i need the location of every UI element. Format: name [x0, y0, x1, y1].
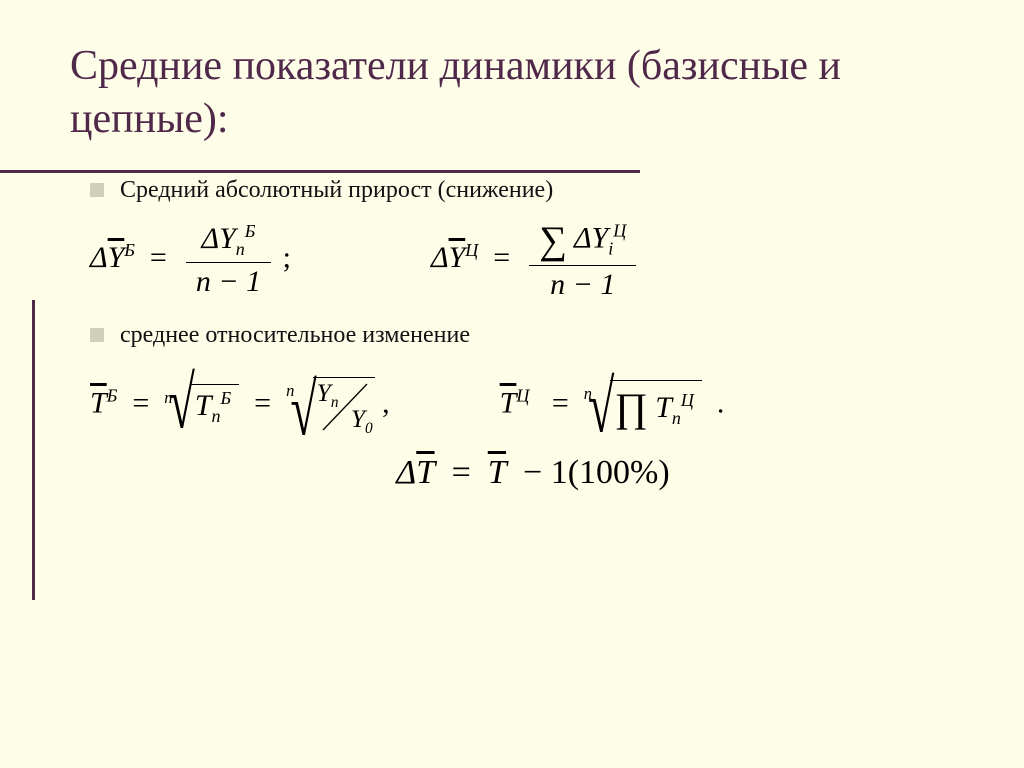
semicolon: ; — [283, 241, 291, 274]
sup-B: Б — [124, 240, 135, 260]
bullet-text-1: Средний абсолютный прирост (снижение) — [120, 175, 553, 206]
nth-root-3: n √ ∏ TnЦ — [584, 380, 702, 431]
bullet-icon — [90, 328, 104, 342]
nth-root-2: n √ Yn Y0 — [286, 377, 375, 434]
formula-row-1: ΔYБ = ΔYnБ n − 1 ; ΔYЦ = ∑ ΔYiЦ n − 1 — [90, 218, 976, 302]
formula-mean-abs-chain: ΔYЦ = ∑ ΔYiЦ n − 1 — [431, 218, 640, 302]
bullet-text-2: среднее относительное изменение — [120, 320, 470, 351]
slide-container: Средние показатели динамики (базисные и … — [0, 0, 1024, 768]
product-symbol: ∏ — [614, 385, 647, 430]
sup-Ts: Ц — [465, 240, 478, 260]
formula-row-2: TБ = n √ TnБ = n √ Yn Y0 — [90, 377, 976, 434]
bullet-row-2: среднее относительное изменение — [90, 320, 976, 351]
formula-mean-abs-base: ΔYБ = ΔYnБ n − 1 ; — [90, 221, 291, 299]
bullet-row-1: Средний абсолютный прирост (снижение) — [90, 175, 976, 206]
formula-mean-rel-chain: TЦ = n √ ∏ TnЦ . — [500, 380, 725, 431]
fraction-2: ∑ ΔYiЦ n − 1 — [529, 218, 636, 302]
nth-root-1: n √ TnБ — [164, 384, 239, 427]
formula-mean-rel-base: TБ = n √ TnБ = n √ Yn Y0 — [90, 377, 390, 434]
bullet-icon — [90, 183, 104, 197]
formula-delta-T: ΔT = T − 1(100%) — [396, 454, 669, 491]
fraction-1: ΔYnБ n − 1 — [186, 221, 271, 299]
slash-fraction: Yn Y0 — [315, 380, 371, 434]
title-underline — [0, 170, 640, 173]
numerator: ΔYnБ — [186, 221, 271, 263]
Ybar: Y — [108, 241, 125, 274]
slide-title: Средние показатели динамики (базисные и … — [70, 40, 976, 145]
denominator: n − 1 — [186, 263, 271, 299]
left-accent-bar — [32, 300, 35, 600]
sum-symbol: ∑ — [539, 219, 567, 262]
delta-symbol: Δ — [90, 241, 108, 274]
eq: = — [150, 241, 167, 274]
formula-center-row: ΔT = T − 1(100%) — [90, 454, 976, 492]
content-area: Средний абсолютный прирост (снижение) ΔY… — [70, 175, 976, 492]
